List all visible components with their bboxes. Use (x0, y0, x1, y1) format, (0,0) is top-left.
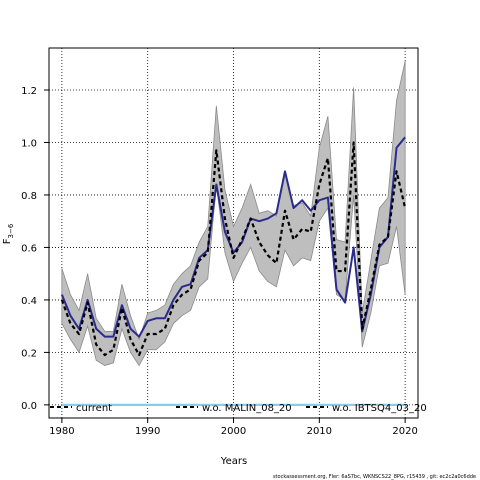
y-axis: 0.0 0.2 0.4 0.6 0.8 1.0 1.2 (21, 86, 49, 412)
y-tick-label: 0.0 (21, 401, 37, 412)
x-tick-label: 1980 (49, 426, 74, 437)
y-tick-label: 1.2 (21, 86, 37, 97)
x-axis-label: Years (220, 456, 247, 467)
x-tick-label: 2020 (392, 426, 417, 437)
y-tick-label: 0.8 (21, 191, 37, 202)
y-axis-label: F3−6 (2, 223, 15, 244)
y-tick-label: 0.2 (21, 348, 37, 359)
series-line-1 (60, 136, 406, 338)
x-tick-label: 2010 (307, 426, 332, 437)
y-axis-label-main: F (2, 238, 13, 244)
x-axis: 1980 1990 2000 2010 2020 (49, 418, 418, 437)
x-tick-label: 2000 (221, 426, 246, 437)
legend-label-current: current (76, 403, 112, 414)
legend: current w.o. MALIN_08_20 w.o. IBTSQ4_03_… (50, 403, 427, 414)
y-tick-label: 0.4 (21, 296, 37, 307)
series-lines (60, 136, 407, 406)
legend-label-ibtsq4: w.o. IBTSQ4_03_20 (332, 403, 427, 414)
legend-label-malin: w.o. MALIN_08_20 (202, 403, 292, 414)
x-tick-label: 1990 (135, 426, 160, 437)
y-tick-label: 1.0 (21, 138, 37, 149)
confidence-band (61, 61, 406, 367)
series-line-0 (60, 141, 407, 357)
y-tick-label: 0.6 (21, 243, 37, 254)
y-axis-label-subscript: 3−6 (7, 223, 15, 238)
footer-text: stockassessment.org, Fler: 6aS7bc, WKNSC… (273, 474, 476, 480)
